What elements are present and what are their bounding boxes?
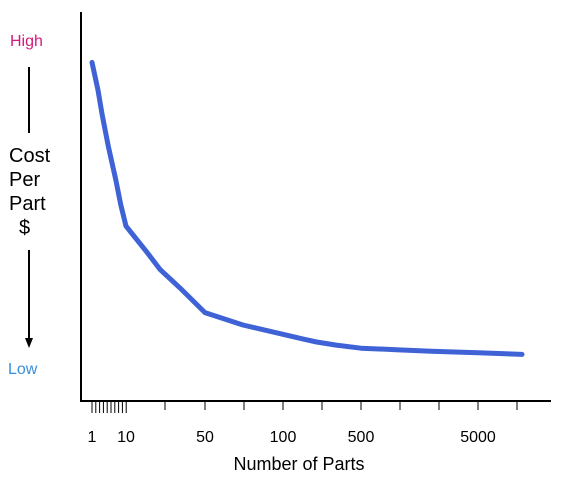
- x-tick-label: 1: [88, 429, 97, 446]
- ylabel-line-1: Per: [9, 169, 40, 191]
- series-line: [89, 59, 525, 357]
- y-high-label: High: [10, 33, 43, 50]
- x-tick-label: 50: [196, 429, 214, 446]
- series-group: [89, 59, 525, 357]
- x-axis-title: Number of Parts: [233, 454, 364, 474]
- y-arrow: [25, 67, 33, 348]
- x-tick-label: 500: [348, 429, 375, 446]
- x-tick-label: 100: [270, 429, 297, 446]
- ylabel-line-0: Cost: [9, 145, 51, 167]
- x-tick-label: 10: [117, 429, 135, 446]
- x-tick-label: 5000: [460, 429, 496, 446]
- x-tick-labels: 1 10 50 100 500 5000: [88, 429, 496, 446]
- ylabel-line-3: $: [19, 217, 30, 239]
- ylabel-line-2: Part: [9, 193, 46, 215]
- y-low-label: Low: [8, 361, 38, 378]
- x-minor-ticks: [91, 401, 127, 413]
- x-major-ticks: [164, 401, 518, 410]
